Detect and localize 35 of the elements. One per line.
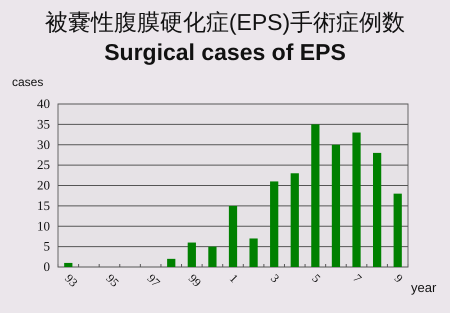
bar (167, 258, 176, 267)
y-tick-label: 35 (37, 116, 50, 132)
x-tick-label: 93 (62, 271, 81, 290)
bar (352, 132, 361, 267)
y-tick-label: 5 (44, 238, 50, 254)
bar (394, 194, 402, 267)
y-tick-label: 10 (37, 218, 50, 234)
bar (332, 144, 340, 267)
bar (64, 262, 72, 267)
y-tick-label: 0 (44, 259, 50, 274)
y-tick-label: 25 (37, 157, 50, 172)
y-tick-label: 30 (37, 136, 50, 152)
y-axis-title: cases (12, 75, 44, 89)
x-tick-label: 9 (392, 271, 406, 286)
bar (270, 181, 278, 267)
bar (249, 238, 258, 267)
x-tick-label: 3 (268, 271, 282, 286)
bar (373, 152, 382, 267)
x-tick-label: 99 (186, 271, 204, 290)
bar (311, 124, 320, 267)
y-tick-label: 20 (37, 178, 50, 192)
bar (188, 242, 196, 267)
x-tick-label: 7 (350, 271, 365, 286)
x-tick-label: 95 (103, 271, 122, 290)
chart-title: 被嚢性腹膜硬化症(EPS)手術症例数 (44, 9, 406, 35)
bar (290, 173, 299, 267)
bar (228, 206, 238, 267)
x-tick-label: 5 (309, 271, 324, 286)
x-tick-label: 97 (144, 271, 163, 290)
bar (208, 246, 217, 267)
y-tick-label: 15 (37, 198, 50, 213)
x-axis-title: year (411, 280, 437, 295)
x-tick-label: 1 (226, 271, 242, 286)
chart-subtitle: Surgical cases of EPS (104, 39, 346, 65)
y-tick-label: 40 (37, 96, 50, 111)
